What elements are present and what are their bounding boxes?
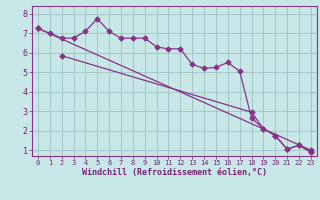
X-axis label: Windchill (Refroidissement éolien,°C): Windchill (Refroidissement éolien,°C) <box>82 168 267 177</box>
